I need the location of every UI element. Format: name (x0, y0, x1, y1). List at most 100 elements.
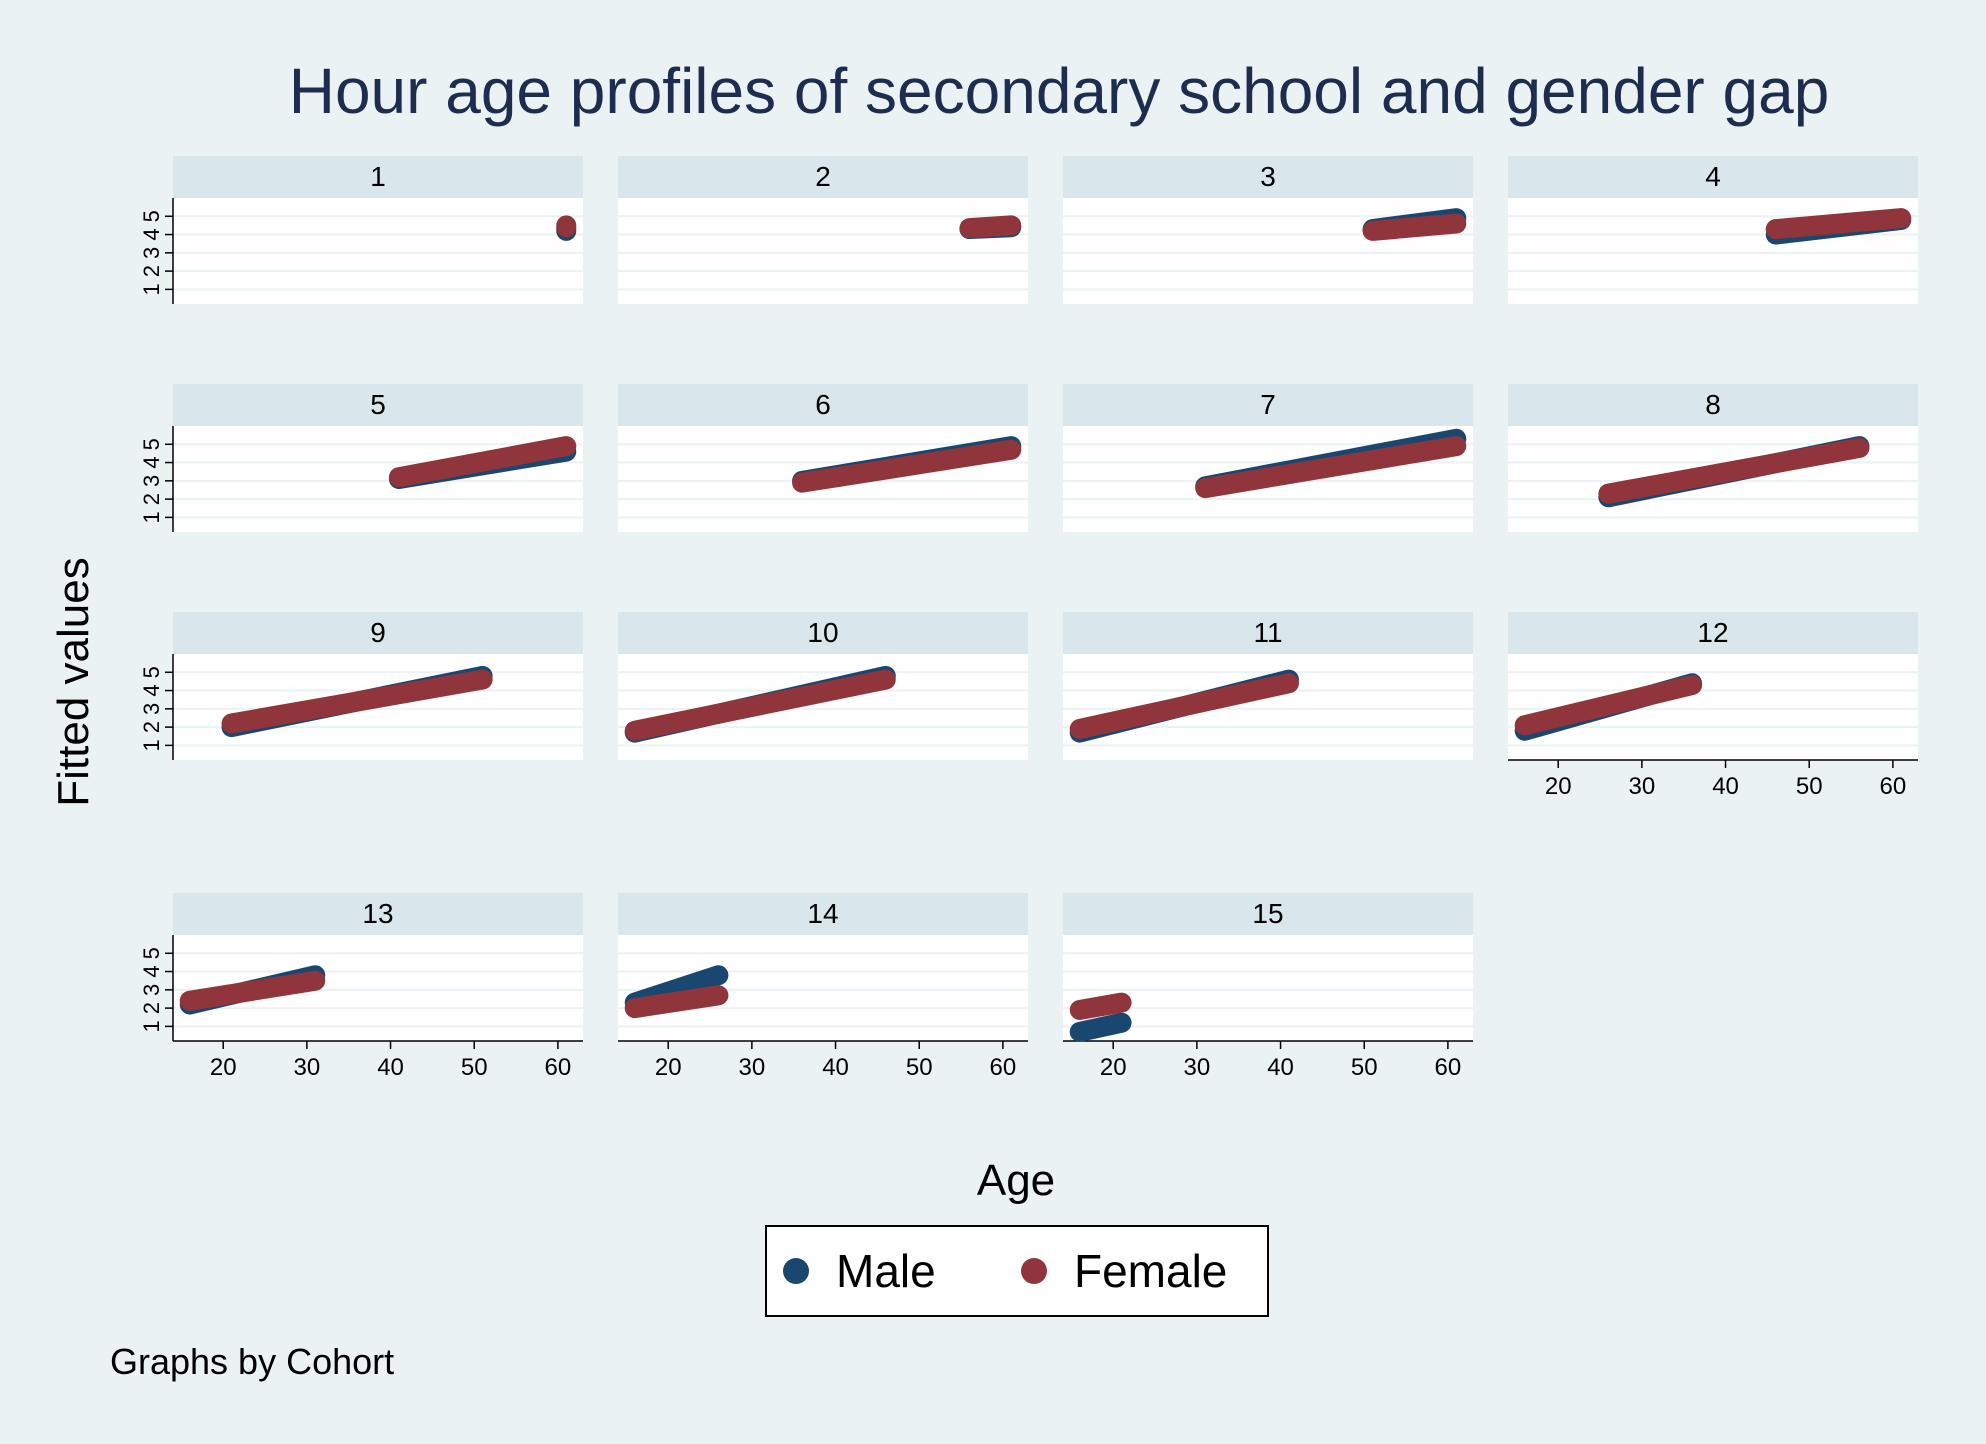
panel-label: 10 (807, 617, 838, 648)
panel-strip (1063, 893, 1473, 935)
panel-strip (173, 893, 583, 935)
panel-label: 2 (815, 161, 831, 192)
series-male (1069, 1012, 1132, 1042)
y-tick-label: 5 (139, 947, 164, 959)
panel-label: 9 (370, 617, 386, 648)
panel-14: 14 20 30 40 50 60 (618, 893, 1028, 1081)
y-axis-label: Fitted values (49, 557, 98, 806)
series-female (624, 985, 729, 1019)
panel-label: 1 (370, 161, 386, 192)
x-tick-label: 30 (294, 1054, 321, 1081)
x-tick-label: 50 (1351, 1054, 1378, 1081)
x-tick-label: 60 (1880, 773, 1907, 800)
y-tick-label: 4 (139, 684, 164, 696)
x-axis-label: Age (977, 1156, 1055, 1205)
panel-6: 6 (618, 384, 1028, 532)
x-tick-label: 20 (1545, 773, 1572, 800)
plot-area (618, 654, 1028, 760)
y-tick-label: 5 (139, 210, 164, 222)
x-tick-label: 60 (1435, 1054, 1462, 1081)
x-tick-label: 60 (545, 1054, 572, 1081)
legend-box (765, 1225, 1269, 1317)
panel-strip (618, 893, 1028, 935)
panel-12: 12 20 30 40 50 60 (1508, 612, 1918, 800)
panel-label: 14 (807, 898, 838, 929)
panel-strip (1063, 156, 1473, 198)
panel-strip (173, 612, 583, 654)
legend-marker-female (1021, 1258, 1047, 1284)
y-tick-label: 4 (139, 965, 164, 977)
panel-label: 5 (370, 389, 386, 420)
x-tick-label: 40 (1267, 1054, 1294, 1081)
x-tick-label: 30 (739, 1054, 766, 1081)
y-tick-label: 2 (139, 265, 164, 277)
y-tick-label: 3 (139, 247, 164, 259)
panel-4: 4 (1508, 156, 1918, 304)
panel-strip (1063, 384, 1473, 426)
series-female (1195, 436, 1467, 499)
panel-strip (1508, 612, 1918, 654)
legend-marker-male (783, 1258, 809, 1284)
series-female (792, 439, 1022, 493)
x-tick-label: 40 (1712, 773, 1739, 800)
panel-label: 11 (1253, 617, 1282, 648)
graphs-by-note: Graphs by Cohort (110, 1341, 394, 1382)
panel-8: 8 (1508, 384, 1918, 532)
x-tick-label: 40 (822, 1054, 849, 1081)
y-tick-label: 1 (139, 739, 164, 751)
y-tick-label: 4 (139, 228, 164, 240)
panel-5: 5 1 2 3 4 5 (139, 384, 583, 532)
series-female (1765, 208, 1912, 240)
panel-strip (618, 612, 1028, 654)
series-female (1598, 437, 1870, 504)
y-tick-label: 1 (139, 511, 164, 523)
panel-label: 4 (1705, 161, 1721, 192)
x-tick-label: 50 (1796, 773, 1823, 800)
panel-15: 15 20 30 40 50 60 (1063, 893, 1473, 1081)
x-tick-label: 20 (1100, 1054, 1127, 1081)
series-female (624, 669, 896, 741)
panel-strip (1508, 156, 1918, 198)
panel-10: 10 (618, 612, 1028, 760)
y-tick-label: 2 (139, 1002, 164, 1014)
y-tick-label: 5 (139, 438, 164, 450)
plot-area (173, 426, 583, 532)
chart-title: Hour age profiles of secondary school an… (289, 55, 1830, 127)
plot-area (173, 198, 583, 304)
x-tick-label: 50 (461, 1054, 488, 1081)
y-tick-label: 4 (139, 456, 164, 468)
panel-2: 2 (618, 156, 1028, 304)
x-tick-label: 40 (377, 1054, 404, 1081)
panel-strip (173, 156, 583, 198)
panel-7: 7 (1063, 384, 1473, 532)
series-female (1069, 992, 1132, 1020)
y-tick-label: 1 (139, 1020, 164, 1032)
x-tick-label: 60 (990, 1054, 1017, 1081)
x-tick-label: 20 (210, 1054, 237, 1081)
x-tick-label: 20 (655, 1054, 682, 1081)
series-female (179, 970, 326, 1011)
y-tick-label: 3 (139, 703, 164, 715)
panel-13: 13 1 2 3 4 5 20 30 40 50 60 (139, 893, 583, 1081)
panel-strip (1508, 384, 1918, 426)
y-tick-label: 2 (139, 721, 164, 733)
panel-9: 9 1 2 3 4 5 (139, 612, 583, 760)
y-tick-label: 3 (139, 475, 164, 487)
panel-11: 11 (1063, 612, 1473, 760)
y-tick-label: 3 (139, 984, 164, 996)
legend: Male Female (765, 1225, 1269, 1317)
panel-strip (1063, 612, 1473, 654)
panel-label: 7 (1260, 389, 1276, 420)
panel-strip (173, 384, 583, 426)
panel-3: 3 (1063, 156, 1473, 304)
panel-strip (618, 156, 1028, 198)
series-female (1514, 675, 1703, 736)
series-female (1069, 673, 1299, 739)
plot-area (1063, 654, 1473, 760)
series-female (221, 669, 493, 734)
series-female (388, 436, 577, 488)
x-tick-label: 30 (1629, 773, 1656, 800)
panel-label: 3 (1260, 161, 1276, 192)
